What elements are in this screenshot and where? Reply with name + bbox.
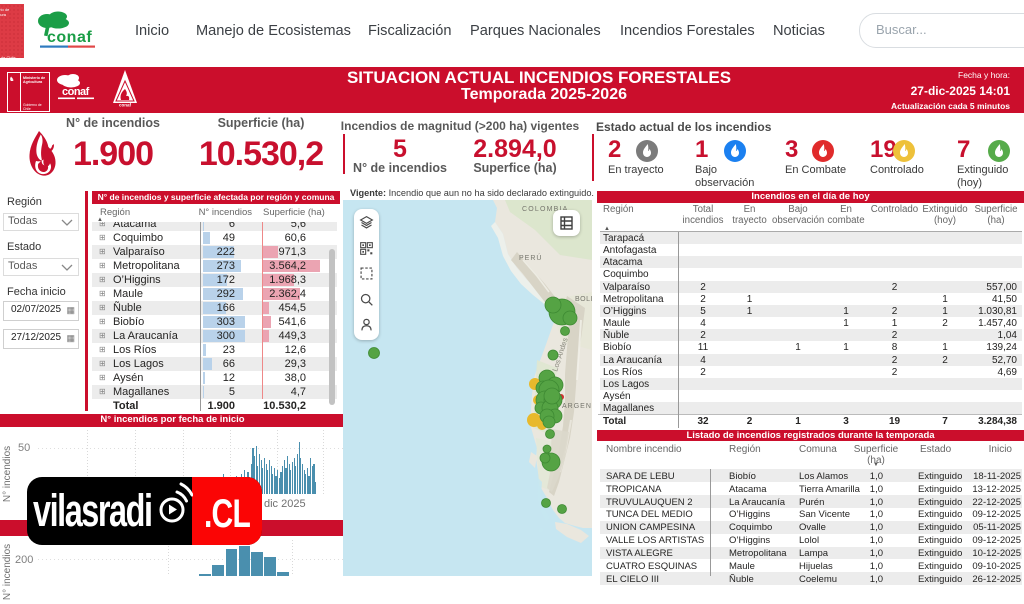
svg-text:COLOMBIA: COLOMBIA (522, 206, 569, 213)
svg-text:conaf: conaf (47, 29, 92, 46)
svg-text:conaf: conaf (62, 86, 90, 98)
svg-text:PERÚ: PERÚ (519, 253, 542, 262)
svg-text:conaf: conaf (119, 103, 132, 108)
svg-text:ARGEN: ARGEN (562, 403, 592, 410)
svg-text:BOLI: BOLI (575, 296, 592, 303)
